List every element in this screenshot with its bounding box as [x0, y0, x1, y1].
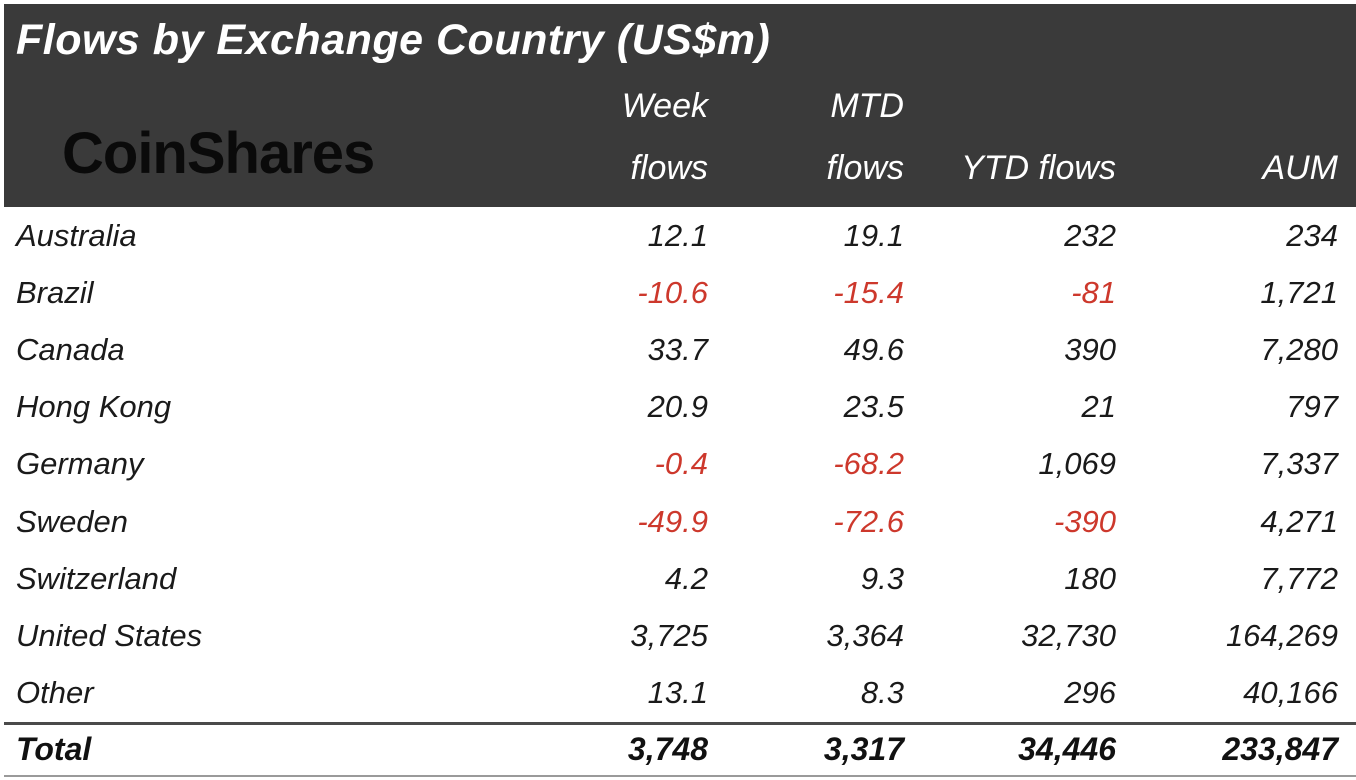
- aum-value: 7,337: [1260, 446, 1338, 482]
- ytd-flows-value: 32,730: [1021, 617, 1116, 653]
- table-row: United States 3,725 3,364 32,730 164,269: [4, 607, 1356, 664]
- aum-value: 4,271: [1260, 503, 1338, 539]
- country-label: Sweden: [16, 503, 129, 539]
- mtd-flows-value: -72.6: [833, 503, 904, 539]
- week-flows-value: 33.7: [647, 331, 708, 367]
- table-row: Sweden -49.9 -72.6 -390 4,271: [4, 493, 1356, 550]
- total-row: Total 3,748 3,317 34,446 233,847: [4, 721, 1356, 777]
- table-row: Australia 12.1 19.1 232 234: [4, 207, 1356, 264]
- ytd-flows-value: 232: [1064, 217, 1116, 253]
- ytd-flows-value: 296: [1064, 675, 1116, 711]
- country-label: Other: [16, 675, 94, 711]
- country-label: United States: [16, 617, 203, 653]
- mtd-flows-value: -68.2: [833, 446, 904, 482]
- table-row: Switzerland 4.2 9.3 180 7,772: [4, 550, 1356, 607]
- total-aum-value: 233,847: [1222, 731, 1338, 768]
- aum-value: 40,166: [1243, 675, 1338, 711]
- total-week-flows-value: 3,748: [627, 731, 708, 768]
- column-header-ytd-flows: YTD flows: [961, 149, 1116, 187]
- ytd-flows-value: 21: [1081, 389, 1116, 425]
- country-label: Switzerland: [16, 560, 177, 596]
- flows-table: Flows by Exchange Country (US$m) CoinSha…: [4, 4, 1356, 777]
- table-body: Australia 12.1 19.1 232 234 Brazil -10.6 -15.4 -…: [4, 207, 1356, 722]
- aum-value: 797: [1286, 389, 1338, 425]
- week-flows-value: -10.6: [637, 274, 708, 310]
- table-header: Flows by Exchange Country (US$m) CoinSha…: [4, 4, 1356, 207]
- table-row: Germany -0.4 -68.2 1,069 7,337: [4, 436, 1356, 493]
- country-label: Canada: [16, 331, 125, 367]
- ytd-flows-value: 390: [1064, 331, 1116, 367]
- country-label: Brazil: [16, 274, 94, 310]
- ytd-flows-value: 180: [1064, 560, 1116, 596]
- coinshares-logo: CoinShares: [62, 121, 375, 186]
- column-header-aum: AUM: [1262, 149, 1338, 187]
- week-flows-value: 13.1: [647, 675, 708, 711]
- table-title: Flows by Exchange Country (US$m): [16, 16, 771, 64]
- table-row: Canada 33.7 49.6 390 7,280: [4, 321, 1356, 378]
- table-row: Hong Kong 20.9 23.5 21 797: [4, 379, 1356, 436]
- mtd-flows-value: 19.1: [843, 217, 904, 253]
- column-header-week-line1: Week: [621, 87, 708, 125]
- mtd-flows-value: 8.3: [860, 675, 904, 711]
- column-header-mtd-line1: MTD: [830, 87, 904, 125]
- aum-value: 7,280: [1260, 331, 1338, 367]
- country-label: Australia: [16, 217, 137, 253]
- total-ytd-flows-value: 34,446: [1018, 731, 1116, 768]
- aum-value: 234: [1286, 217, 1338, 253]
- mtd-flows-value: -15.4: [833, 274, 904, 310]
- week-flows-value: 20.9: [647, 389, 708, 425]
- week-flows-value: 12.1: [647, 217, 708, 253]
- aum-value: 1,721: [1260, 274, 1338, 310]
- column-header-mtd-flows: MTD flows: [712, 75, 908, 199]
- column-header-week-flows: Week flows: [456, 75, 712, 199]
- aum-value: 7,772: [1260, 560, 1338, 596]
- ytd-flows-value: -390: [1053, 503, 1116, 539]
- mtd-flows-value: 49.6: [843, 331, 904, 367]
- table-row: Brazil -10.6 -15.4 -81 1,721: [4, 264, 1356, 321]
- ytd-flows-value: -81: [1071, 274, 1116, 310]
- week-flows-value: 3,725: [630, 617, 708, 653]
- total-mtd-flows-value: 3,317: [823, 731, 904, 768]
- column-header-week-line2: flows: [630, 149, 708, 187]
- country-label: Hong Kong: [16, 389, 172, 425]
- country-label: Germany: [16, 446, 144, 482]
- table-row: Other 13.1 8.3 296 40,166: [4, 665, 1356, 722]
- week-flows-value: -0.4: [654, 446, 708, 482]
- week-flows-value: -49.9: [637, 503, 708, 539]
- column-header-mtd-line2: flows: [826, 149, 904, 187]
- aum-value: 164,269: [1225, 617, 1338, 653]
- mtd-flows-value: 23.5: [843, 389, 904, 425]
- column-header-row: CoinShares Week flows MTD flows YTD flow…: [4, 75, 1356, 207]
- week-flows-value: 4.2: [664, 560, 708, 596]
- ytd-flows-value: 1,069: [1038, 446, 1116, 482]
- total-label: Total: [16, 731, 92, 768]
- mtd-flows-value: 9.3: [860, 560, 904, 596]
- mtd-flows-value: 3,364: [826, 617, 904, 653]
